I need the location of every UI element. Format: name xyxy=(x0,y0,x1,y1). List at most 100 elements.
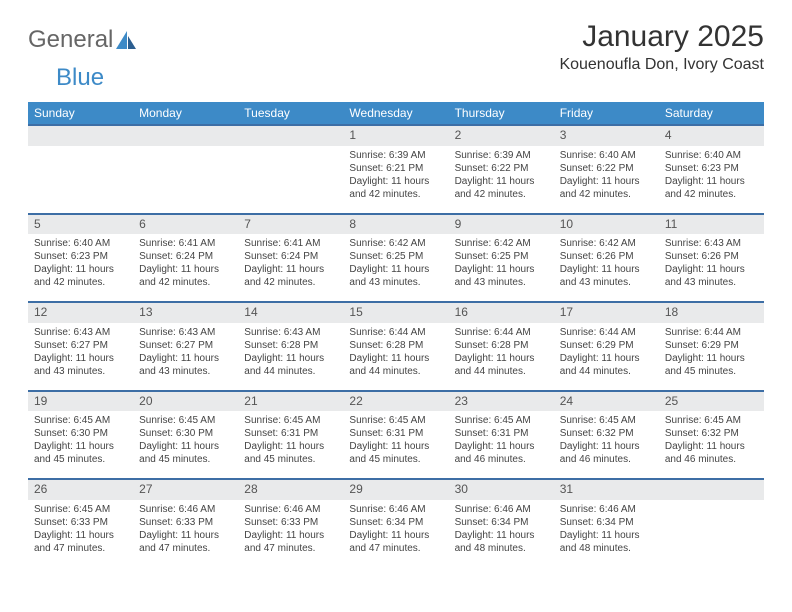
daylight-line: Daylight: 11 hours and 46 minutes. xyxy=(665,440,758,466)
day-detail-cell: Sunrise: 6:46 AMSunset: 6:33 PMDaylight:… xyxy=(133,500,238,567)
daylight-line: Daylight: 11 hours and 43 minutes. xyxy=(665,263,758,289)
day-detail-cell: Sunrise: 6:43 AMSunset: 6:27 PMDaylight:… xyxy=(133,323,238,391)
sunrise-line: Sunrise: 6:45 AM xyxy=(244,414,337,427)
day-detail-cell: Sunrise: 6:46 AMSunset: 6:33 PMDaylight:… xyxy=(238,500,343,567)
sunrise-line: Sunrise: 6:45 AM xyxy=(349,414,442,427)
weekday-header: Monday xyxy=(133,102,238,125)
day-number-cell: 9 xyxy=(449,214,554,235)
daylight-line: Daylight: 11 hours and 46 minutes. xyxy=(560,440,653,466)
day-detail-cell: Sunrise: 6:45 AMSunset: 6:32 PMDaylight:… xyxy=(659,411,764,479)
day-number-cell: 16 xyxy=(449,302,554,323)
day-number-cell: 22 xyxy=(343,391,448,412)
location: Kouenoufla Don, Ivory Coast xyxy=(559,56,764,74)
day-detail-cell: Sunrise: 6:44 AMSunset: 6:28 PMDaylight:… xyxy=(449,323,554,391)
day-number-cell xyxy=(28,125,133,146)
day-detail-row: Sunrise: 6:45 AMSunset: 6:33 PMDaylight:… xyxy=(28,500,764,567)
day-detail-cell: Sunrise: 6:43 AMSunset: 6:27 PMDaylight:… xyxy=(28,323,133,391)
logo-text-general: General xyxy=(28,26,113,54)
day-detail-cell: Sunrise: 6:44 AMSunset: 6:28 PMDaylight:… xyxy=(343,323,448,391)
daylight-line: Daylight: 11 hours and 45 minutes. xyxy=(665,352,758,378)
daylight-line: Daylight: 11 hours and 45 minutes. xyxy=(34,440,127,466)
daylight-line: Daylight: 11 hours and 43 minutes. xyxy=(349,263,442,289)
day-detail-cell xyxy=(659,500,764,567)
sunset-line: Sunset: 6:33 PM xyxy=(139,516,232,529)
day-number-row: 567891011 xyxy=(28,214,764,235)
month-title: January 2025 xyxy=(559,20,764,54)
day-detail-cell: Sunrise: 6:41 AMSunset: 6:24 PMDaylight:… xyxy=(133,234,238,302)
sunset-line: Sunset: 6:29 PM xyxy=(665,339,758,352)
day-number-row: 19202122232425 xyxy=(28,391,764,412)
day-detail-row: Sunrise: 6:39 AMSunset: 6:21 PMDaylight:… xyxy=(28,146,764,214)
day-number-cell: 15 xyxy=(343,302,448,323)
weekday-header: Thursday xyxy=(449,102,554,125)
day-number-cell: 7 xyxy=(238,214,343,235)
sunset-line: Sunset: 6:30 PM xyxy=(139,427,232,440)
daylight-line: Daylight: 11 hours and 43 minutes. xyxy=(455,263,548,289)
sunset-line: Sunset: 6:34 PM xyxy=(560,516,653,529)
daylight-line: Daylight: 11 hours and 42 minutes. xyxy=(349,175,442,201)
day-detail-cell: Sunrise: 6:42 AMSunset: 6:25 PMDaylight:… xyxy=(449,234,554,302)
day-number-cell: 1 xyxy=(343,125,448,146)
daylight-line: Daylight: 11 hours and 47 minutes. xyxy=(349,529,442,555)
daylight-line: Daylight: 11 hours and 44 minutes. xyxy=(349,352,442,378)
day-detail-cell: Sunrise: 6:45 AMSunset: 6:30 PMDaylight:… xyxy=(28,411,133,479)
day-number-cell xyxy=(659,479,764,500)
sunset-line: Sunset: 6:27 PM xyxy=(34,339,127,352)
sunset-line: Sunset: 6:21 PM xyxy=(349,162,442,175)
daylight-line: Daylight: 11 hours and 44 minutes. xyxy=(244,352,337,378)
day-number-cell: 23 xyxy=(449,391,554,412)
sunset-line: Sunset: 6:34 PM xyxy=(349,516,442,529)
daylight-line: Daylight: 11 hours and 43 minutes. xyxy=(34,352,127,378)
sunset-line: Sunset: 6:31 PM xyxy=(349,427,442,440)
day-detail-cell: Sunrise: 6:41 AMSunset: 6:24 PMDaylight:… xyxy=(238,234,343,302)
weekday-header: Wednesday xyxy=(343,102,448,125)
logo-text-blue: Blue xyxy=(56,64,104,92)
sunrise-line: Sunrise: 6:43 AM xyxy=(34,326,127,339)
sunset-line: Sunset: 6:28 PM xyxy=(349,339,442,352)
day-number-cell xyxy=(238,125,343,146)
day-number-cell: 17 xyxy=(554,302,659,323)
sunrise-line: Sunrise: 6:44 AM xyxy=(560,326,653,339)
daylight-line: Daylight: 11 hours and 48 minutes. xyxy=(560,529,653,555)
day-number-cell: 27 xyxy=(133,479,238,500)
day-number-cell: 18 xyxy=(659,302,764,323)
weekday-header: Sunday xyxy=(28,102,133,125)
sunrise-line: Sunrise: 6:42 AM xyxy=(455,237,548,250)
weekday-header: Saturday xyxy=(659,102,764,125)
day-detail-row: Sunrise: 6:45 AMSunset: 6:30 PMDaylight:… xyxy=(28,411,764,479)
sunset-line: Sunset: 6:28 PM xyxy=(244,339,337,352)
day-detail-cell: Sunrise: 6:40 AMSunset: 6:23 PMDaylight:… xyxy=(28,234,133,302)
sunset-line: Sunset: 6:24 PM xyxy=(244,250,337,263)
day-number-cell: 28 xyxy=(238,479,343,500)
sunrise-line: Sunrise: 6:41 AM xyxy=(244,237,337,250)
daylight-line: Daylight: 11 hours and 45 minutes. xyxy=(139,440,232,466)
day-number-row: 1234 xyxy=(28,125,764,146)
day-number-cell: 20 xyxy=(133,391,238,412)
day-detail-cell: Sunrise: 6:42 AMSunset: 6:26 PMDaylight:… xyxy=(554,234,659,302)
day-detail-cell: Sunrise: 6:39 AMSunset: 6:21 PMDaylight:… xyxy=(343,146,448,214)
calendar-page: General January 2025 Kouenoufla Don, Ivo… xyxy=(0,0,792,612)
daylight-line: Daylight: 11 hours and 42 minutes. xyxy=(244,263,337,289)
sunset-line: Sunset: 6:23 PM xyxy=(34,250,127,263)
day-number-cell: 11 xyxy=(659,214,764,235)
sunset-line: Sunset: 6:30 PM xyxy=(34,427,127,440)
sunrise-line: Sunrise: 6:42 AM xyxy=(349,237,442,250)
day-number-cell: 25 xyxy=(659,391,764,412)
day-number-cell: 26 xyxy=(28,479,133,500)
daylight-line: Daylight: 11 hours and 42 minutes. xyxy=(665,175,758,201)
day-detail-cell xyxy=(238,146,343,214)
day-number-cell: 6 xyxy=(133,214,238,235)
day-number-row: 12131415161718 xyxy=(28,302,764,323)
day-number-row: 262728293031 xyxy=(28,479,764,500)
sunset-line: Sunset: 6:26 PM xyxy=(560,250,653,263)
daylight-line: Daylight: 11 hours and 47 minutes. xyxy=(139,529,232,555)
sunrise-line: Sunrise: 6:43 AM xyxy=(139,326,232,339)
day-detail-row: Sunrise: 6:40 AMSunset: 6:23 PMDaylight:… xyxy=(28,234,764,302)
day-detail-cell xyxy=(133,146,238,214)
sunset-line: Sunset: 6:34 PM xyxy=(455,516,548,529)
sunset-line: Sunset: 6:27 PM xyxy=(139,339,232,352)
sunset-line: Sunset: 6:22 PM xyxy=(560,162,653,175)
day-number-cell: 29 xyxy=(343,479,448,500)
sunset-line: Sunset: 6:24 PM xyxy=(139,250,232,263)
sunset-line: Sunset: 6:23 PM xyxy=(665,162,758,175)
